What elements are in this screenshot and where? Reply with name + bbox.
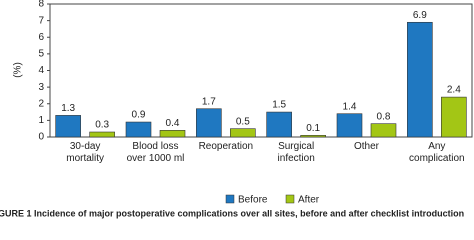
- y-axis-label: (%): [13, 62, 24, 78]
- bar: [407, 21, 433, 138]
- bar: [266, 111, 292, 138]
- bar: [300, 135, 326, 138]
- data-label: 0.1: [306, 123, 320, 134]
- bar: [441, 96, 467, 138]
- x-tick-label: Other: [353, 141, 379, 152]
- x-tick-label: Blood loss over 1000 ml: [126, 141, 185, 164]
- x-tick-label: Surgical infection: [277, 141, 315, 164]
- data-label: 0.4: [166, 118, 180, 129]
- y-tick-label: 1: [38, 115, 44, 126]
- legend-swatch: [285, 194, 295, 204]
- caption: FIGURE 1 Incidence of major postoperativ…: [0, 208, 464, 218]
- bar: [55, 115, 81, 138]
- x-tick-label: 30-day mortality: [66, 141, 105, 164]
- y-tick-label: 2: [38, 98, 44, 109]
- legend-label: Before: [238, 195, 268, 206]
- bar: [370, 123, 397, 138]
- data-label: 0.8: [377, 111, 391, 122]
- data-label: 0.3: [95, 120, 109, 131]
- chart: (%) FIGURE 1 Incidence of major postoper…: [0, 0, 473, 218]
- y-tick-label: 6: [38, 32, 44, 43]
- data-label: 1.5: [272, 100, 286, 111]
- data-label: 0.9: [132, 110, 146, 121]
- data-label: 6.9: [413, 10, 427, 21]
- y-tick-label: 8: [38, 0, 44, 10]
- data-label: 1.4: [343, 101, 357, 112]
- y-tick-label: 3: [38, 82, 44, 93]
- y-tick-label: 5: [38, 49, 44, 60]
- legend-swatch: [225, 194, 235, 204]
- bar: [125, 121, 152, 138]
- bar: [336, 113, 363, 138]
- legend-label: After: [298, 195, 320, 206]
- page: {"chart_data": {"type": "bar", "y_label"…: [0, 0, 474, 219]
- data-label: 1.3: [61, 103, 75, 114]
- data-label: 2.4: [447, 85, 461, 96]
- x-tick-label: Reoperation: [198, 141, 254, 152]
- data-label: 1.7: [202, 96, 216, 107]
- bar: [230, 128, 256, 138]
- bar: [196, 108, 222, 138]
- y-tick-label: 7: [38, 15, 44, 26]
- bar: [89, 131, 115, 138]
- data-label: 0.5: [236, 116, 250, 127]
- y-tick-label: 4: [38, 65, 44, 76]
- x-tick-label: Any complication: [409, 141, 465, 164]
- y-tick-label: 0: [38, 132, 44, 143]
- bar: [159, 130, 186, 138]
